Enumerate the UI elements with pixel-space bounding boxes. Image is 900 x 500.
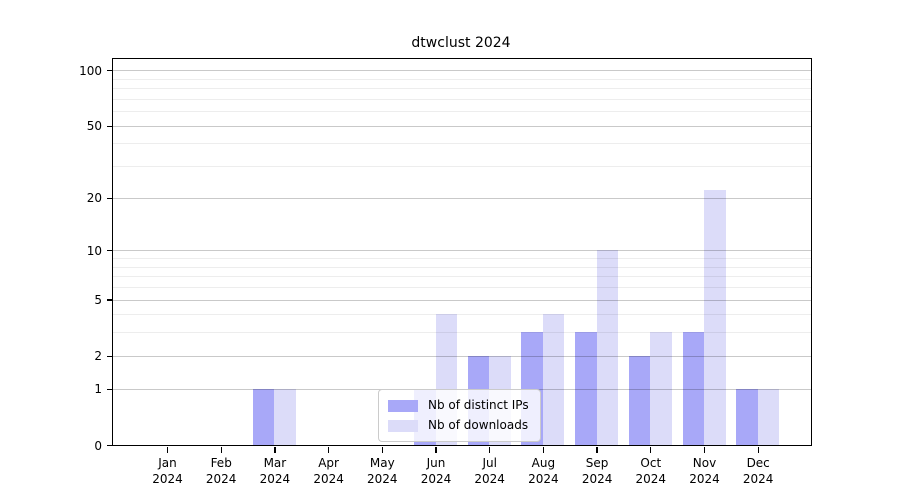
bar-distinct-ips bbox=[252, 388, 275, 445]
chart-title: dtwclust 2024 bbox=[411, 35, 511, 51]
bar-downloads bbox=[542, 314, 565, 445]
y-tick-mark bbox=[107, 70, 113, 72]
x-tick-month: Sep bbox=[585, 456, 609, 470]
y-tick-mark bbox=[107, 388, 113, 390]
x-tick-mark bbox=[166, 447, 169, 453]
bar-distinct-ips bbox=[575, 332, 597, 445]
bar-distinct-ips bbox=[736, 388, 758, 445]
x-tick-mark bbox=[596, 447, 598, 453]
x-tick-month: Jun bbox=[426, 456, 446, 470]
legend: Nb of distinct IPs Nb of downloads bbox=[378, 389, 541, 442]
x-tick-year: 2024 bbox=[313, 472, 344, 486]
legend-item: Nb of downloads bbox=[388, 418, 529, 433]
x-tick-label: Sep 2024 bbox=[565, 455, 629, 487]
bar-downloads bbox=[757, 388, 780, 445]
y-tick-mark bbox=[107, 355, 113, 357]
x-tick-mark bbox=[650, 447, 652, 453]
x-tick-year: 2024 bbox=[635, 472, 667, 486]
y-tick-label: 100 bbox=[79, 63, 102, 78]
x-tick-mark bbox=[703, 447, 706, 453]
x-tick-label: Mar 2024 bbox=[243, 455, 307, 487]
x-tick-year: 2024 bbox=[528, 472, 559, 486]
legend-label: Nb of distinct IPs bbox=[428, 398, 529, 412]
x-tick-mark bbox=[435, 447, 437, 453]
y-tick-mark bbox=[107, 125, 113, 127]
bar-downloads bbox=[274, 388, 296, 445]
x-tick-label: Jun 2024 bbox=[404, 455, 468, 487]
x-tick-mark bbox=[757, 447, 759, 453]
x-tick-label: Dec 2024 bbox=[726, 455, 790, 487]
legend-swatch-icon bbox=[388, 419, 418, 432]
x-tick-year: 2024 bbox=[689, 472, 720, 486]
bar-downloads bbox=[596, 250, 619, 445]
x-tick-year: 2024 bbox=[152, 472, 183, 486]
x-tick-label: Aug 2024 bbox=[511, 455, 575, 487]
x-tick-mark bbox=[542, 447, 545, 453]
x-tick-month: May bbox=[369, 456, 395, 470]
y-tick-label: 2 bbox=[94, 349, 102, 364]
y-tick-mark bbox=[107, 299, 113, 301]
x-tick-mark bbox=[327, 447, 330, 453]
y-tick-mark bbox=[107, 444, 113, 447]
x-tick-label: Feb 2024 bbox=[189, 455, 253, 487]
x-tick-label: May 2024 bbox=[350, 455, 414, 487]
x-tick-month: Feb bbox=[210, 456, 232, 470]
x-tick-label: Oct 2024 bbox=[619, 455, 683, 487]
legend-item: Nb of distinct IPs bbox=[388, 398, 529, 413]
x-tick-month: Apr bbox=[318, 456, 339, 470]
x-tick-mark bbox=[489, 447, 491, 453]
y-tick-label: 0 bbox=[94, 438, 102, 453]
bar-distinct-ips bbox=[628, 355, 651, 445]
x-tick-year: 2024 bbox=[367, 472, 398, 486]
x-tick-mark bbox=[381, 447, 383, 453]
bars-layer bbox=[113, 59, 811, 445]
legend-swatch-icon bbox=[388, 399, 418, 412]
x-tick-month: Oct bbox=[640, 456, 662, 470]
plot-area: Nb of distinct IPs Nb of downloads bbox=[112, 58, 812, 446]
x-tick-label: Jul 2024 bbox=[458, 455, 522, 487]
x-tick-year: 2024 bbox=[420, 472, 452, 486]
x-tick-month: Aug bbox=[531, 456, 556, 470]
x-tick-label: Apr 2024 bbox=[297, 455, 361, 487]
x-tick-mark bbox=[220, 447, 222, 453]
y-tick-label: 10 bbox=[86, 243, 102, 258]
legend-label: Nb of downloads bbox=[428, 418, 529, 432]
x-tick-month: Jul bbox=[482, 456, 497, 470]
x-tick-label: Jan 2024 bbox=[136, 455, 200, 487]
x-tick-year: 2024 bbox=[581, 472, 613, 486]
y-tick-mark bbox=[107, 250, 113, 252]
bar-downloads bbox=[704, 190, 726, 445]
y-tick-label: 1 bbox=[94, 382, 102, 397]
y-tick-label: 50 bbox=[86, 119, 102, 134]
y-tick-mark bbox=[107, 197, 113, 199]
bar-downloads bbox=[650, 332, 672, 445]
bar-distinct-ips bbox=[682, 332, 704, 445]
x-tick-month: Jan bbox=[158, 456, 177, 470]
x-tick-year: 2024 bbox=[259, 472, 291, 486]
x-tick-year: 2024 bbox=[205, 472, 237, 486]
y-tick-label: 5 bbox=[94, 293, 102, 307]
x-tick-month: Mar bbox=[263, 456, 287, 470]
x-tick-label: Nov 2024 bbox=[673, 455, 737, 487]
y-tick-label: 20 bbox=[86, 191, 102, 206]
x-tick-month: Dec bbox=[746, 456, 770, 470]
x-tick-year: 2024 bbox=[742, 472, 774, 486]
x-tick-year: 2024 bbox=[474, 472, 505, 486]
x-tick-month: Nov bbox=[692, 456, 717, 470]
x-tick-mark bbox=[274, 447, 276, 453]
